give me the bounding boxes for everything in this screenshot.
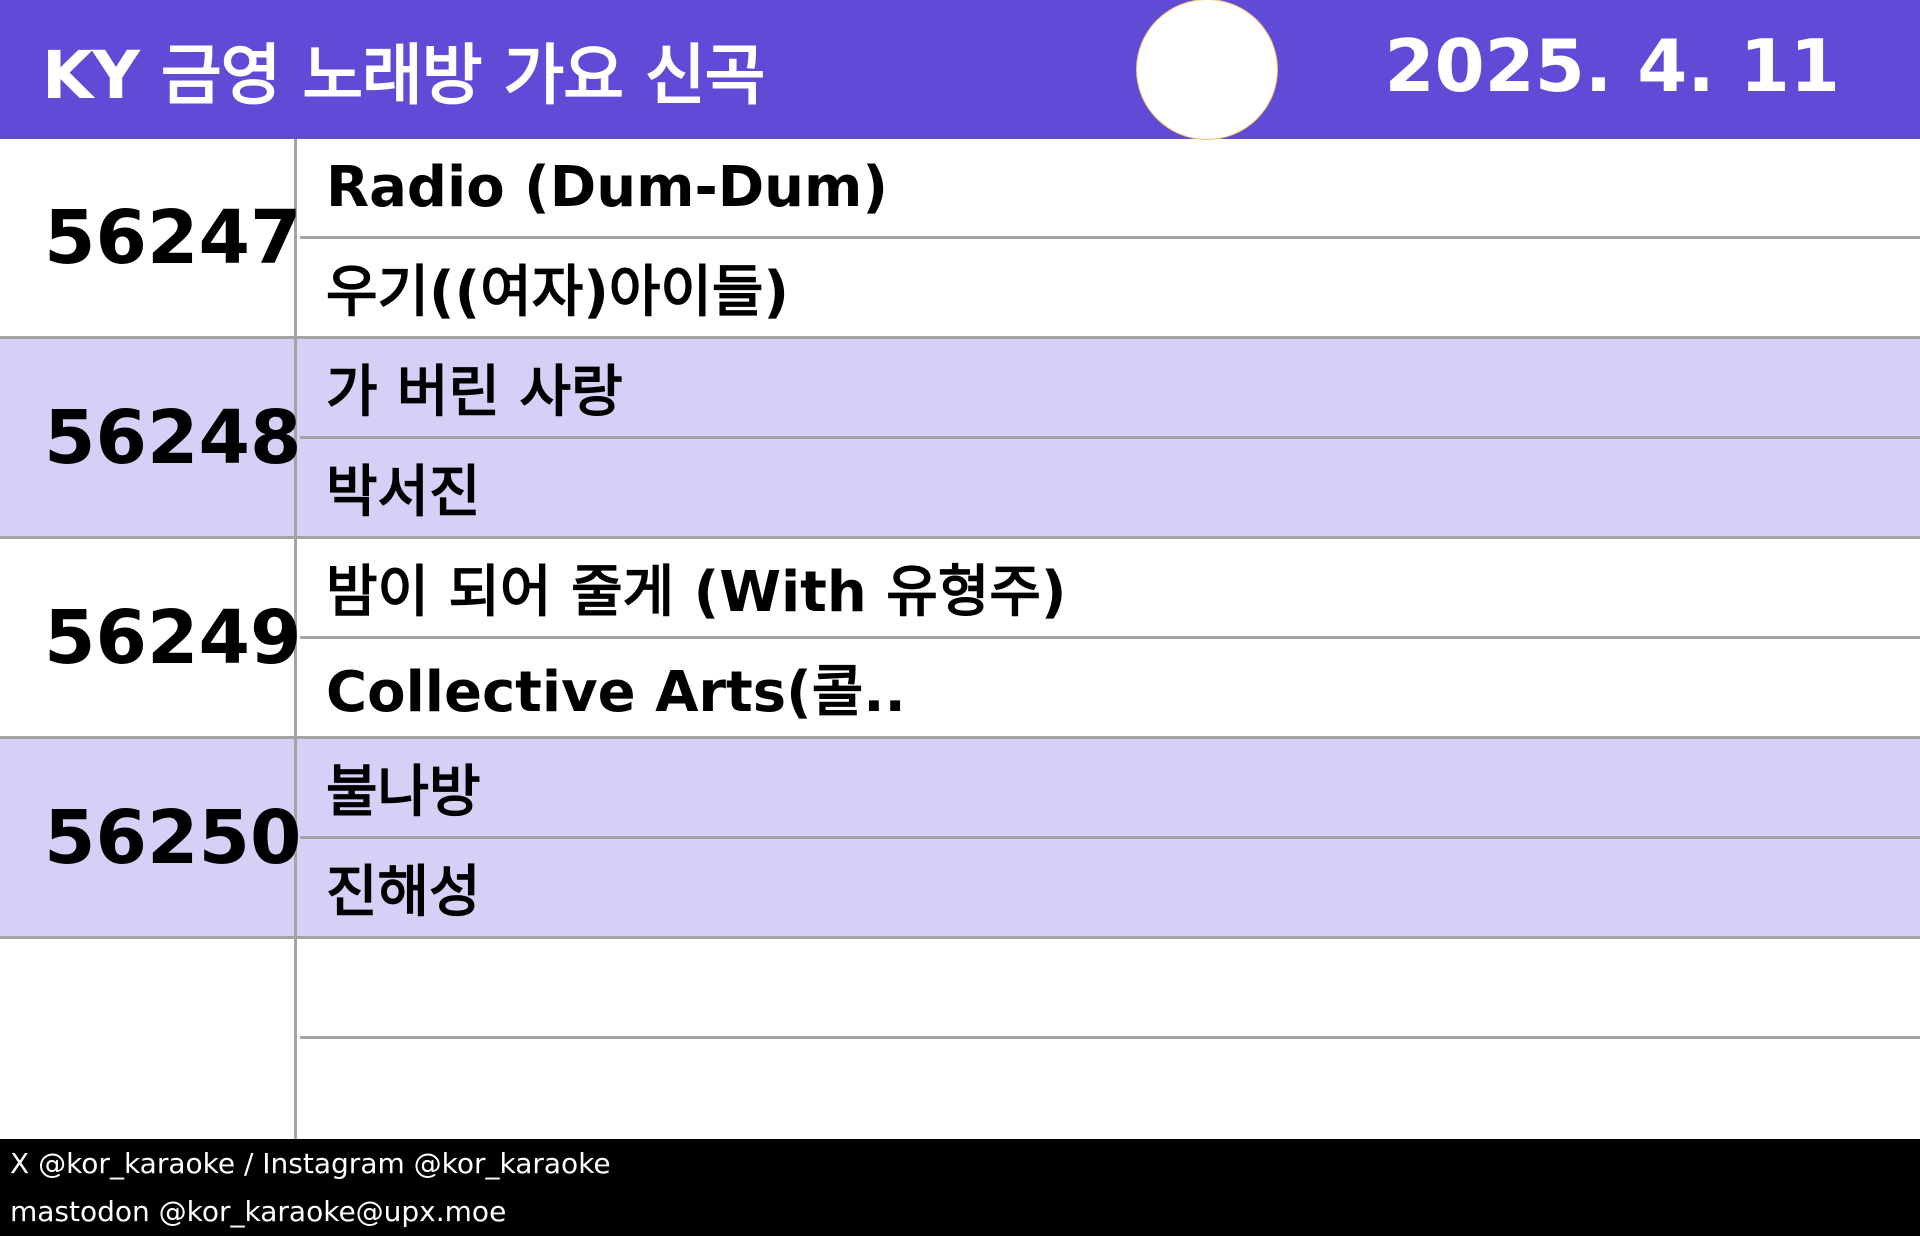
- song-artist: 우기((여자)아이들): [326, 260, 790, 325]
- song-artist: 진해성: [326, 860, 481, 925]
- song-title: 가 버린 사랑: [300, 339, 1920, 439]
- song-row: 56249 밤이 되어 줄게 (With 유형주) Collective Art…: [0, 539, 1920, 739]
- song-title: 불나방: [300, 739, 1920, 839]
- release-date: 2025. 4. 11: [1384, 24, 1840, 108]
- song-number: 56248: [0, 339, 301, 536]
- song-title: [300, 939, 1920, 1039]
- header: KY 금영 노래방 가요 신곡 2025. 4. 11: [0, 0, 1920, 139]
- song-number: 56250: [0, 739, 301, 936]
- song-artist: [300, 1039, 1920, 1136]
- circle-logo: [1137, 0, 1277, 139]
- song-table: 56247 Radio (Dum-Dum) 우기((여자)아이들) 56248 …: [0, 139, 1920, 1139]
- song-title: 밤이 되어 줄게 (With 유형주): [300, 539, 1920, 639]
- page-title: KY 금영 노래방 가요 신곡: [42, 37, 765, 114]
- footer: X @kor_karaoke / Instagram @kor_karaoke …: [0, 1139, 1920, 1236]
- song-artist: 박서진: [326, 460, 481, 525]
- song-row: 56248 가 버린 사랑 박서진: [0, 339, 1920, 539]
- song-row-empty: [0, 939, 1920, 1139]
- song-number: 56249: [0, 539, 301, 736]
- song-row: 56247 Radio (Dum-Dum) 우기((여자)아이들): [0, 139, 1920, 339]
- social-links: X @kor_karaoke / Instagram @kor_karaoke: [10, 1147, 611, 1180]
- mastodon-link: mastodon @kor_karaoke@upx.moe: [10, 1195, 507, 1228]
- song-number: [0, 939, 297, 1139]
- song-number: 56247: [0, 139, 301, 336]
- song-artist: Collective Arts(콜..: [326, 660, 906, 725]
- song-row: 56250 불나방 진해성: [0, 739, 1920, 939]
- song-title: Radio (Dum-Dum): [300, 139, 1920, 239]
